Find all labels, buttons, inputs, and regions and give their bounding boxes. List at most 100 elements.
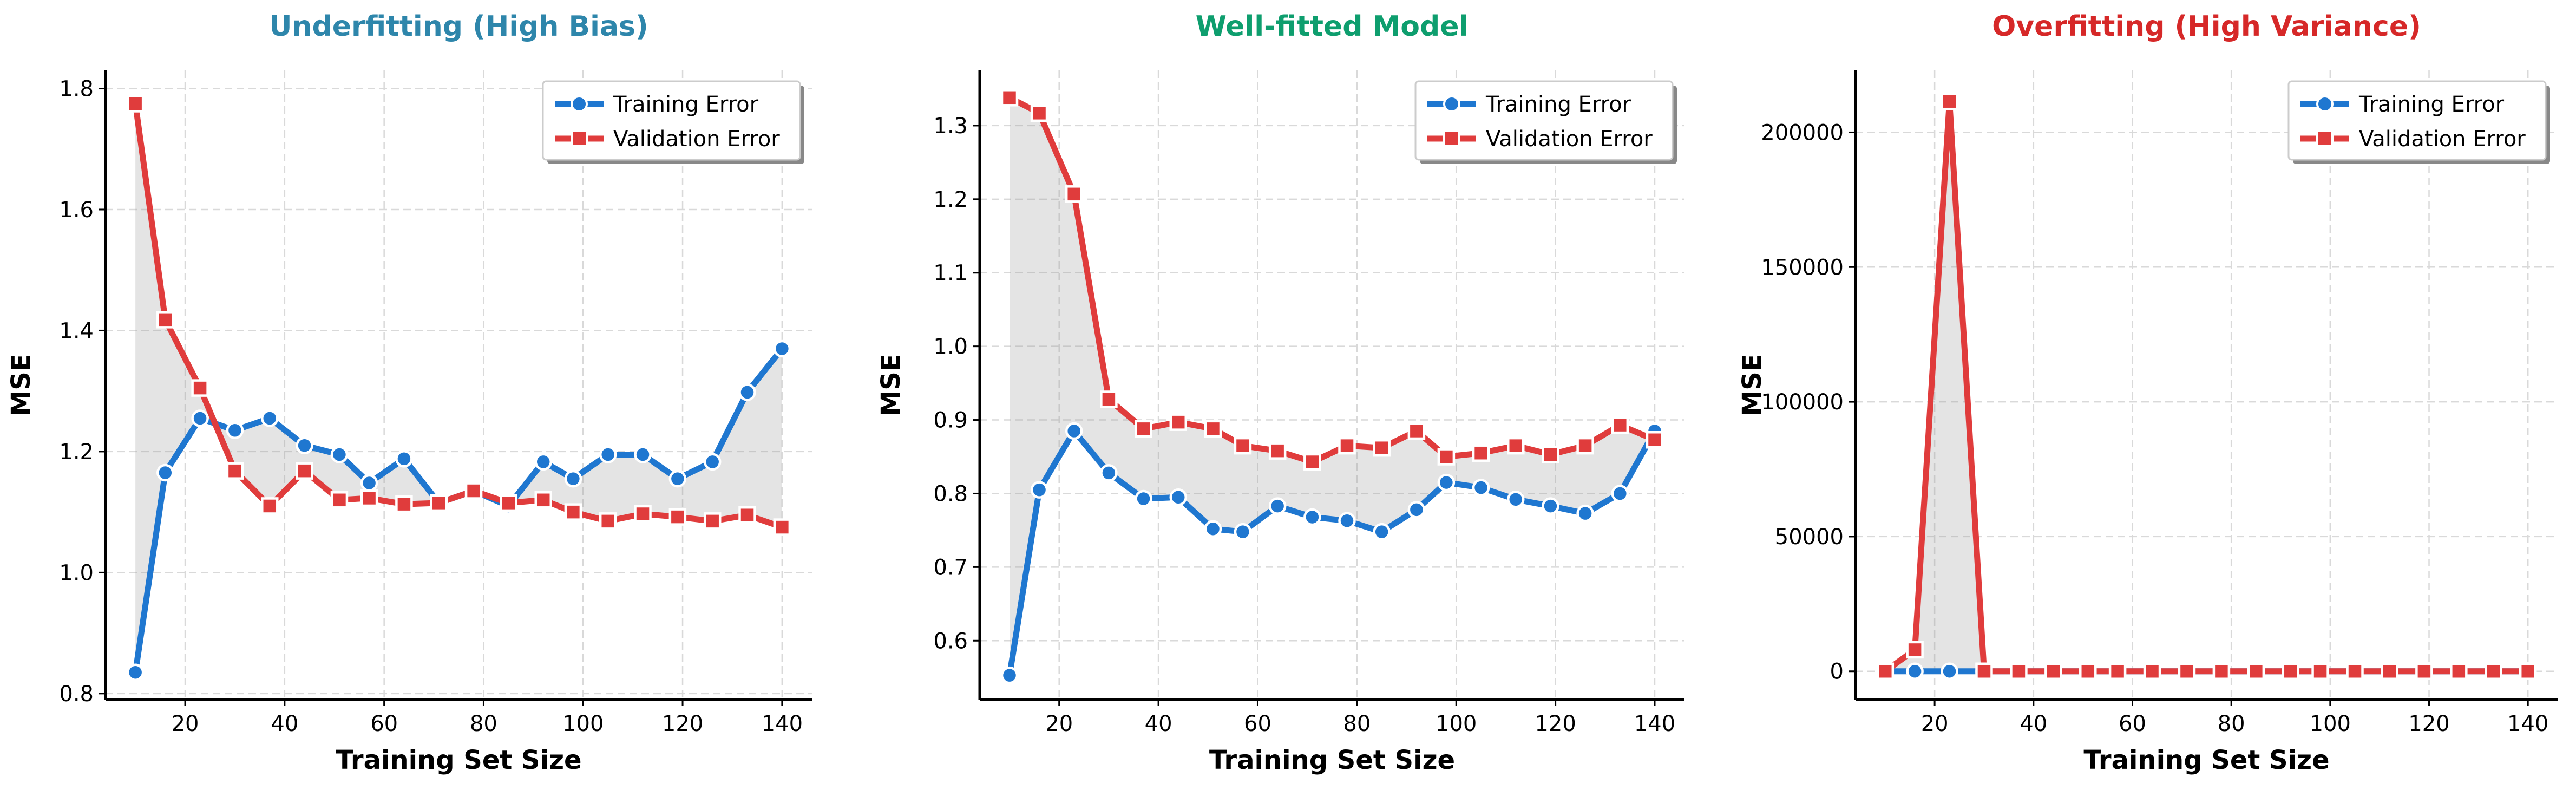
validation-error-point [2010,662,2028,680]
y-tick-label: 1.3 [933,114,968,139]
training-error-point [1303,508,1321,526]
training-error-point [1338,512,1356,530]
training-error-point [599,446,617,463]
y-tick-label: 1.6 [59,198,94,223]
x-tick-label: 40 [2020,711,2047,736]
validation-error-point [1507,436,1525,455]
chart-title: Underfitting (High Bias) [269,10,648,43]
training-error-point [360,474,378,492]
y-axis-label: MSE [876,354,906,416]
validation-error-point [2519,662,2537,680]
validation-error-point [2450,662,2468,680]
y-tick-label: 200000 [1761,120,1844,145]
chart-legend: Training Error Validation Error [542,80,804,164]
training-error-point [1065,422,1083,440]
validation-error-point [226,462,244,480]
x-tick-label: 140 [1634,711,1675,736]
validation-error-point [1576,436,1594,455]
legend-validation-label: Validation Error [1486,127,1653,152]
legend-box [542,80,801,161]
validation-error-point [1646,431,1664,449]
legend-training-label: Training Error [613,92,759,117]
training-error-point [1373,523,1391,541]
y-tick-label: 0 [1830,660,1844,684]
y-tick-label: 1.2 [59,440,94,465]
training-error-point [1472,479,1490,497]
validation-error-point [1030,104,1048,122]
chart-panel-3: 20 40 60 80 100 120 140 0 50000 100000 150000 20000… [1737,10,2558,775]
validation-error-point [1975,662,1993,680]
training-error-point [395,450,413,468]
y-tick-label: 0.6 [933,629,968,654]
validation-error-point [1303,453,1321,471]
x-axis-label: Training Set Size [336,745,581,775]
validation-error-point [2282,662,2300,680]
legend-validation-label: Validation Error [2359,127,2526,152]
y-tick-label: 0.8 [59,682,94,707]
x-tick-label: 100 [2310,711,2351,736]
x-tick-label: 120 [2408,711,2449,736]
x-tick-label: 80 [2218,711,2245,736]
x-axis-label: Training Set Size [1209,745,1455,775]
x-tick-label: 60 [2119,711,2146,736]
chart-title: Well-fitted Model [1196,10,1469,43]
training-error-point [1204,520,1222,538]
chart-legend: Training Error Validation Error [2287,80,2550,164]
y-tick-label: 1.1 [933,261,968,286]
validation-error-point [1268,442,1287,460]
y-axis-label: MSE [6,354,36,416]
validation-error-point [1407,422,1426,440]
validation-error-point [1437,448,1456,466]
x-tick-label: 60 [370,711,398,736]
validation-error-point [126,95,145,113]
validation-error-point [1472,444,1490,462]
validation-error-point [564,503,582,521]
x-tick-label: 100 [562,711,604,736]
validation-error-point [1338,436,1356,455]
validation-error-point [2485,662,2502,680]
validation-error-point [1941,92,1958,110]
y-tick-label: 1.0 [59,560,94,585]
y-axis-label: MSE [1737,354,1767,416]
training-error-point [191,409,209,427]
chart-panel-1: 20 40 60 80 100 120 140 0.8 1.0 1.2 1.4 1.6 1.8 Under… [6,10,812,775]
legend-validation-label: Validation Error [613,127,780,152]
validation-error-point [191,379,209,397]
validation-error-point [1906,641,1924,659]
validation-error-point [2346,662,2364,680]
validation-error-point [2178,662,2196,680]
validation-error-point [2381,662,2398,680]
training-error-point [703,453,722,471]
chart-legend: Training Error Validation Error [1414,80,1677,164]
training-error-point [1030,481,1048,499]
validation-error-point [360,489,378,507]
validation-error-point [738,506,756,524]
training-error-point [1407,501,1426,519]
validation-error-point [1169,413,1188,431]
legend-box [2287,80,2547,161]
legend-training-marker [571,95,588,113]
training-error-point [1100,464,1118,482]
y-tick-label: 100000 [1761,390,1844,415]
validation-error-point [430,494,448,512]
x-tick-label: 20 [172,711,199,736]
training-error-point [634,446,652,463]
training-error-point [1268,497,1287,515]
x-tick-label: 140 [762,711,803,736]
validation-error-line [1882,98,2531,675]
training-error-point [668,469,687,488]
x-tick-label: 120 [1535,711,1576,736]
validation-error-point [2079,662,2097,680]
y-tick-label: 0.8 [933,481,968,506]
legend-training-label: Training Error [2358,92,2505,117]
chart-title: Overfitting (High Variance) [1992,10,2421,43]
legend-training-label: Training Error [1485,92,1631,117]
legend-training-marker [2316,95,2334,113]
y-tick-label: 0.9 [933,408,968,433]
x-tick-label: 20 [1045,711,1073,736]
validation-error-point [1373,439,1391,457]
y-tick-label: 150000 [1761,255,1844,280]
validation-error-point [668,508,687,526]
legend-validation-marker [2316,130,2334,147]
training-error-point [1941,662,1958,680]
